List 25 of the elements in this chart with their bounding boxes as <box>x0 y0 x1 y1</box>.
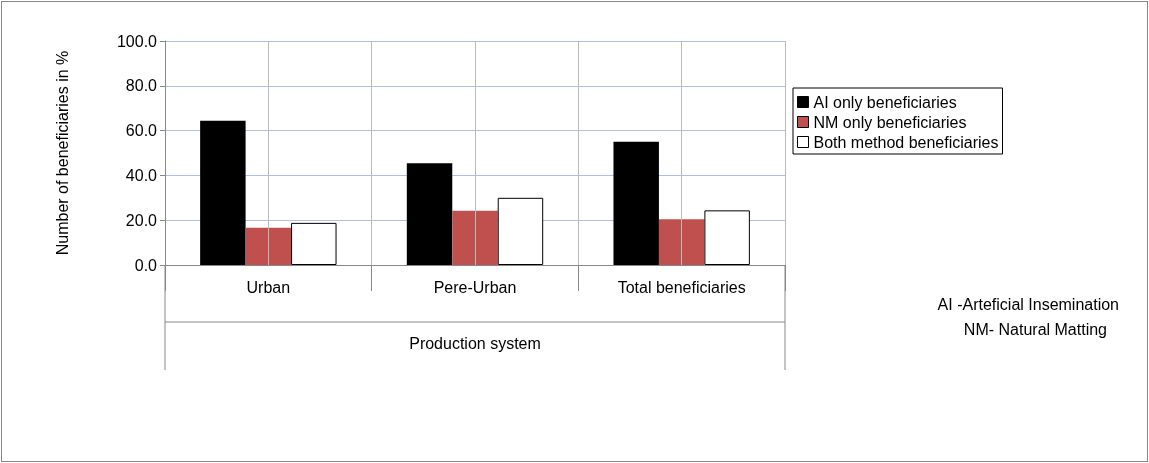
text: AI -Arteficial Insemination <box>937 295 1119 313</box>
bar <box>291 222 337 265</box>
bar <box>406 163 453 265</box>
bar <box>245 227 292 265</box>
legend-label: NM only beneficiaries <box>813 113 967 131</box>
legend-label: AI only beneficiaries <box>813 93 957 111</box>
y-axis-title: Number of beneficiaries in % <box>53 50 71 256</box>
y-tick-label: 20.0 <box>125 211 158 229</box>
y-tick-label: 40.0 <box>125 166 158 184</box>
bar <box>200 120 246 265</box>
y-tick-label: 0.0 <box>134 256 158 274</box>
text: NM- Natural Matting <box>963 320 1107 338</box>
x-tick-label: Pere-Urban <box>433 278 517 296</box>
y-tick-label: 80.0 <box>125 77 158 95</box>
bar <box>497 197 544 265</box>
bar <box>704 210 750 265</box>
x-tick-label: Total beneficiaries <box>617 278 746 296</box>
legend-label: Both method beneficiaries <box>813 133 999 151</box>
y-tick-label: 100.0 <box>116 32 158 50</box>
y-tick-label: 60.0 <box>125 122 158 140</box>
bar <box>452 210 498 265</box>
bar <box>613 141 659 265</box>
x-axis-title: Production system <box>409 334 541 352</box>
x-tick-label: Urban <box>246 278 291 296</box>
bar <box>658 219 705 265</box>
